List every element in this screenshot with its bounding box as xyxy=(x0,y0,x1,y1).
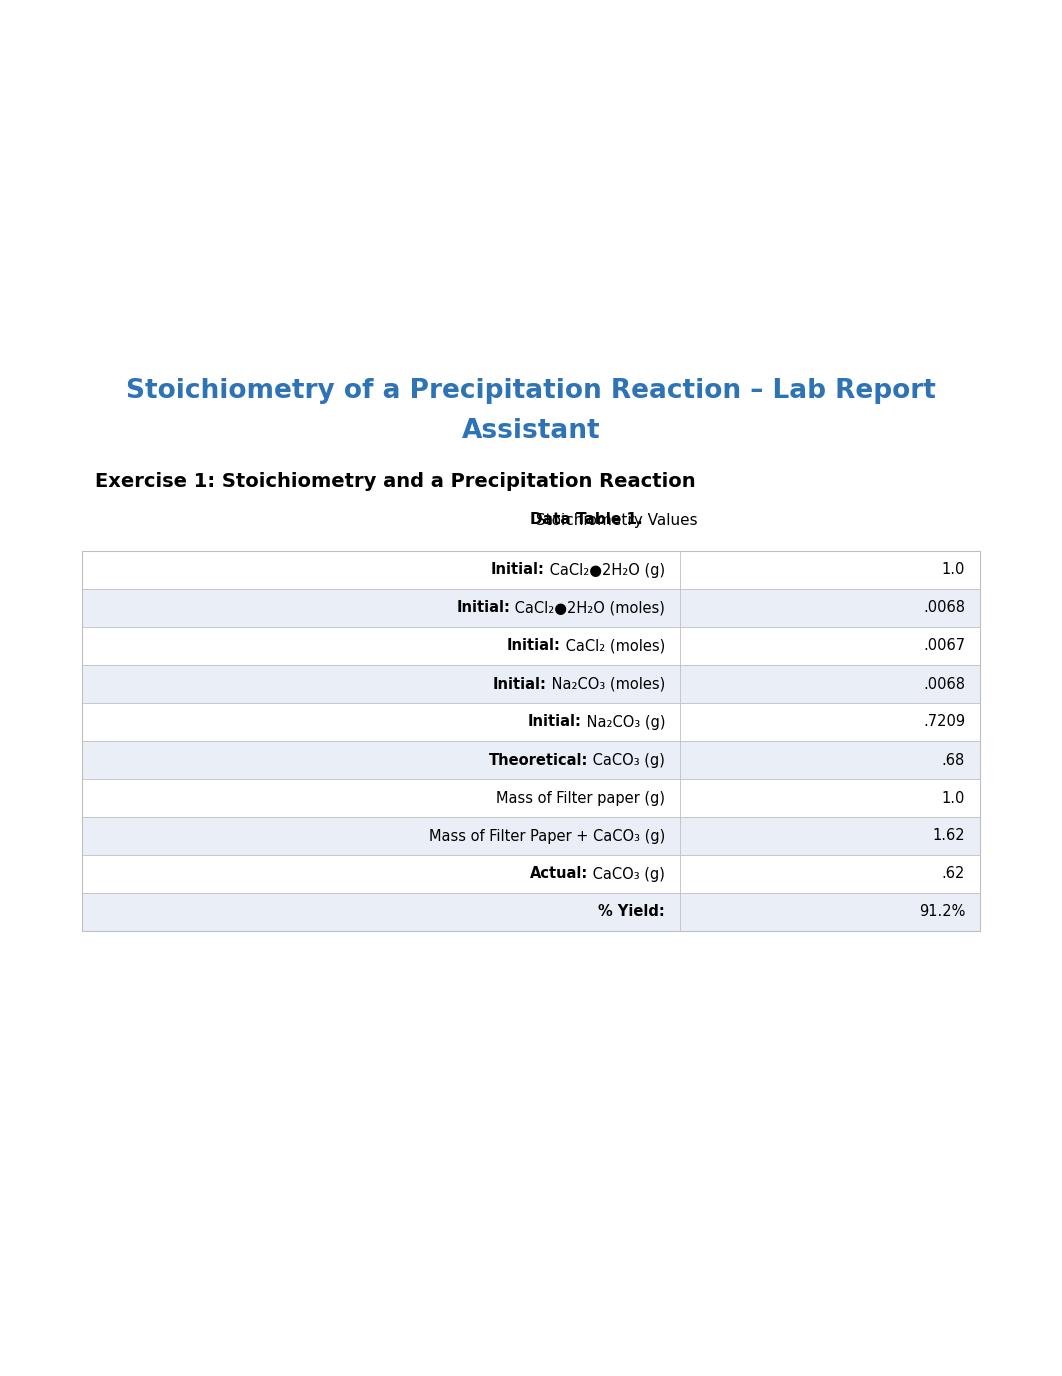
Bar xyxy=(82,854,980,893)
Bar xyxy=(82,550,980,589)
Text: Initial:: Initial: xyxy=(507,638,561,654)
Text: % Yield:: % Yield: xyxy=(598,904,665,919)
Text: .0067: .0067 xyxy=(923,638,965,654)
Bar xyxy=(82,893,980,932)
Text: 1.62: 1.62 xyxy=(932,828,965,843)
Text: CaCl₂●2H₂O (moles): CaCl₂●2H₂O (moles) xyxy=(510,600,665,615)
Text: 1.0: 1.0 xyxy=(942,563,965,578)
Text: Theoretical:: Theoretical: xyxy=(489,753,588,768)
Text: Initial:: Initial: xyxy=(528,714,582,729)
Text: 91.2%: 91.2% xyxy=(919,904,965,919)
Bar xyxy=(82,817,980,854)
Text: CaCO₃ (g): CaCO₃ (g) xyxy=(588,867,665,882)
Text: Stoichiometry Values: Stoichiometry Values xyxy=(531,512,698,527)
Text: CaCl₂●2H₂O (g): CaCl₂●2H₂O (g) xyxy=(545,563,665,578)
Text: Na₂CO₃ (g): Na₂CO₃ (g) xyxy=(582,714,665,729)
Bar xyxy=(82,665,980,703)
Text: Initial:: Initial: xyxy=(493,677,547,692)
Bar xyxy=(82,742,980,779)
Text: CaCO₃ (g): CaCO₃ (g) xyxy=(588,753,665,768)
Text: CaCl₂ (moles): CaCl₂ (moles) xyxy=(561,638,665,654)
Text: Assistant: Assistant xyxy=(462,418,600,444)
Bar xyxy=(82,550,980,932)
Bar xyxy=(82,779,980,817)
Text: Actual:: Actual: xyxy=(530,867,588,882)
Text: .62: .62 xyxy=(942,867,965,882)
Bar xyxy=(82,627,980,665)
Text: .0068: .0068 xyxy=(923,677,965,692)
Text: Initial:: Initial: xyxy=(457,600,510,615)
Bar xyxy=(82,703,980,742)
Text: Na₂CO₃ (moles): Na₂CO₃ (moles) xyxy=(547,677,665,692)
Bar xyxy=(82,589,980,627)
Text: .0068: .0068 xyxy=(923,600,965,615)
Text: 1.0: 1.0 xyxy=(942,790,965,805)
Text: .7209: .7209 xyxy=(923,714,965,729)
Text: Exercise 1: Stoichiometry and a Precipitation Reaction: Exercise 1: Stoichiometry and a Precipit… xyxy=(95,472,696,490)
Text: Mass of Filter paper (g): Mass of Filter paper (g) xyxy=(496,790,665,805)
Text: Stoichiometry of a Precipitation Reaction – Lab Report: Stoichiometry of a Precipitation Reactio… xyxy=(126,378,936,405)
Text: Data Table 1.: Data Table 1. xyxy=(530,512,643,527)
Text: .68: .68 xyxy=(942,753,965,768)
Text: Mass of Filter Paper + CaCO₃ (g): Mass of Filter Paper + CaCO₃ (g) xyxy=(429,828,665,843)
Text: Initial:: Initial: xyxy=(491,563,545,578)
